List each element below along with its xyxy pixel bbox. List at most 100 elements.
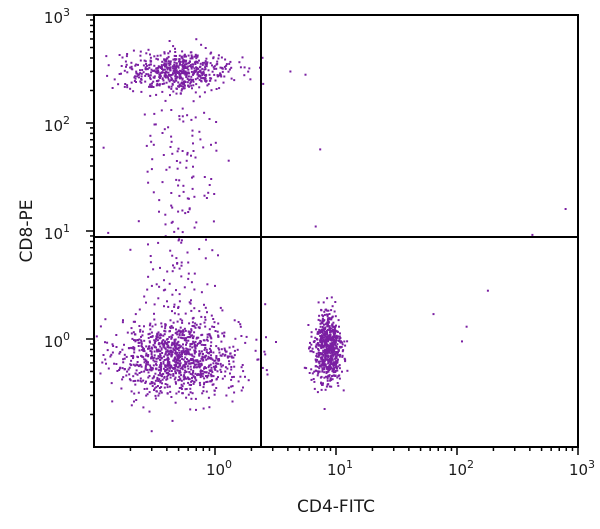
scatter-point — [190, 362, 193, 365]
scatter-point — [161, 382, 163, 385]
scatter-point — [144, 80, 147, 83]
scatter-point — [150, 355, 153, 358]
scatter-point — [184, 366, 187, 369]
scatter-point — [238, 61, 241, 64]
scatter-point — [206, 357, 209, 360]
scatter-point — [328, 360, 331, 363]
scatter-point — [197, 67, 199, 70]
scatter-point — [160, 347, 163, 350]
scatter-point — [322, 328, 324, 331]
scatter-point — [170, 192, 173, 194]
scatter-point — [205, 63, 208, 66]
scatter-point — [170, 396, 173, 398]
scatter-point — [151, 377, 154, 380]
scatter-point — [325, 367, 328, 370]
scatter-point — [159, 266, 161, 269]
scatter-point — [145, 363, 148, 366]
scatter-point — [164, 341, 167, 344]
scatter-point — [323, 334, 326, 337]
scatter-point — [206, 376, 209, 379]
scatter-point — [172, 79, 175, 82]
scatter-point — [207, 83, 210, 86]
scatter-point — [168, 166, 171, 169]
scatter-point — [152, 359, 155, 362]
scatter-point — [185, 343, 187, 346]
scatter-point — [193, 352, 196, 355]
scatter-point — [174, 72, 177, 75]
scatter-point — [320, 331, 323, 334]
scatter-point — [209, 344, 212, 347]
scatter-point — [132, 331, 135, 334]
scatter-point — [205, 74, 208, 77]
scatter-point — [181, 321, 184, 324]
scatter-point — [182, 67, 185, 70]
scatter-point — [203, 381, 206, 384]
scatter-point — [188, 60, 191, 63]
scatter-point — [140, 342, 143, 345]
scatter-point — [155, 386, 158, 389]
scatter-point — [210, 369, 213, 372]
scatter-point — [131, 68, 134, 71]
scatter-point — [131, 347, 134, 350]
scatter-point — [175, 331, 178, 334]
scatter-point — [185, 339, 188, 342]
scatter-point — [195, 68, 198, 71]
scatter-point — [335, 363, 338, 366]
scatter-point — [161, 343, 164, 346]
scatter-point — [211, 371, 214, 374]
scatter-point — [338, 377, 341, 380]
scatter-point — [160, 368, 162, 371]
scatter-point — [140, 365, 143, 368]
scatter-point — [312, 340, 315, 343]
scatter-point — [198, 78, 201, 81]
scatter-point — [192, 371, 194, 374]
scatter-point — [332, 340, 335, 343]
scatter-point — [194, 53, 197, 56]
scatter-point — [190, 55, 193, 58]
scatter-point — [165, 350, 168, 353]
scatter-point — [104, 358, 107, 361]
scatter-point — [338, 340, 341, 342]
scatter-point — [145, 301, 147, 304]
scatter-point — [331, 353, 334, 356]
scatter-point — [149, 382, 152, 385]
scatter-point — [333, 334, 336, 337]
scatter-point — [181, 346, 184, 349]
scatter-point — [328, 327, 331, 329]
scatter-point — [191, 336, 194, 339]
scatter-point — [564, 208, 567, 210]
scatter-point — [133, 346, 136, 349]
scatter-point — [160, 334, 163, 337]
scatter-point — [186, 197, 189, 200]
scatter-point — [134, 333, 137, 336]
scatter-point — [181, 57, 184, 60]
scatter-point — [325, 375, 327, 378]
scatter-point — [204, 60, 207, 63]
scatter-point — [319, 376, 322, 379]
scatter-point — [337, 335, 340, 338]
scatter-point — [315, 360, 318, 363]
scatter-point — [200, 315, 203, 318]
scatter-point — [186, 81, 189, 84]
scatter-point — [149, 83, 152, 86]
scatter-point — [159, 350, 162, 353]
scatter-point — [330, 327, 333, 330]
scatter-point — [321, 334, 323, 337]
scatter-point — [188, 301, 191, 304]
scatter-point — [236, 348, 239, 351]
scatter-point — [195, 379, 198, 382]
y-tick-label: 100 — [44, 330, 70, 351]
scatter-point — [325, 350, 327, 353]
scatter-point — [175, 77, 178, 80]
scatter-point — [174, 381, 177, 384]
scatter-point — [179, 359, 181, 362]
scatter-point — [210, 89, 213, 92]
scatter-point — [174, 67, 177, 70]
scatter-point — [330, 354, 333, 357]
scatter-point — [159, 75, 162, 78]
scatter-point — [184, 363, 187, 365]
scatter-point — [185, 370, 188, 373]
x-tick-label: 101 — [327, 458, 353, 479]
scatter-point — [181, 115, 184, 118]
scatter-point — [167, 359, 169, 362]
